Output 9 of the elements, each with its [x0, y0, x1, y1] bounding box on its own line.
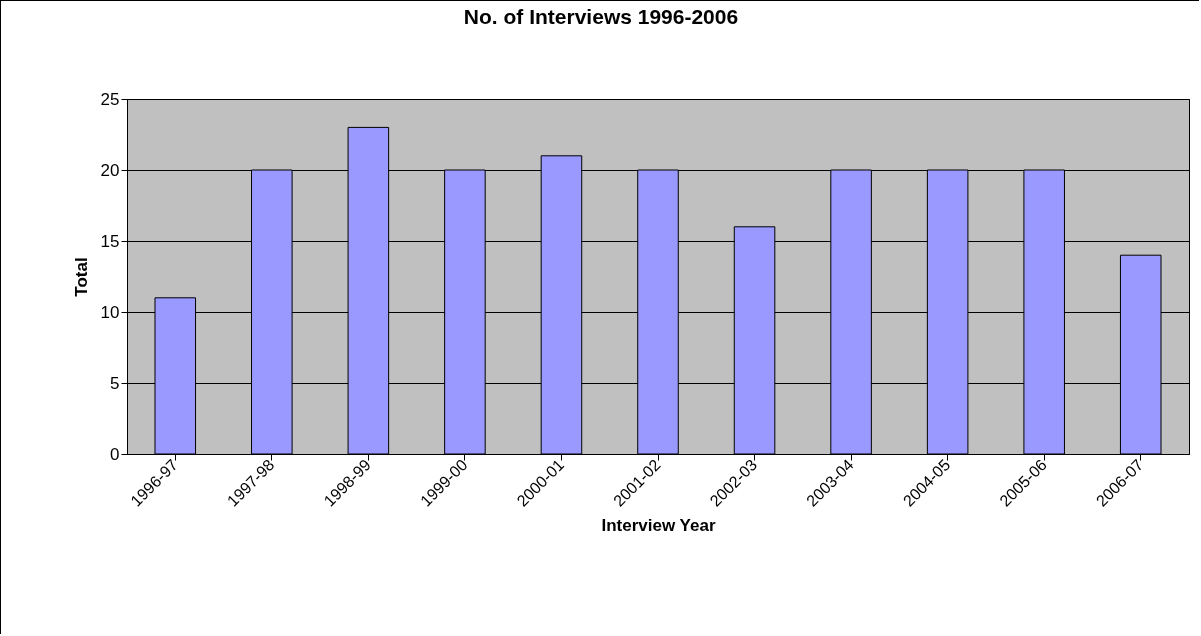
y-axis-title: Total	[71, 257, 91, 297]
y-tick-label: 10	[100, 302, 120, 322]
y-tick-label: 25	[100, 89, 120, 109]
y-tick-label: 5	[110, 373, 120, 393]
chart-title: No. of Interviews 1996-2006	[463, 5, 739, 28]
y-tick-label: 15	[100, 231, 120, 251]
y-tick-label: 0	[110, 444, 120, 464]
y-tick-label: 20	[100, 160, 120, 180]
x-axis-title: Interview Year	[601, 515, 716, 535]
